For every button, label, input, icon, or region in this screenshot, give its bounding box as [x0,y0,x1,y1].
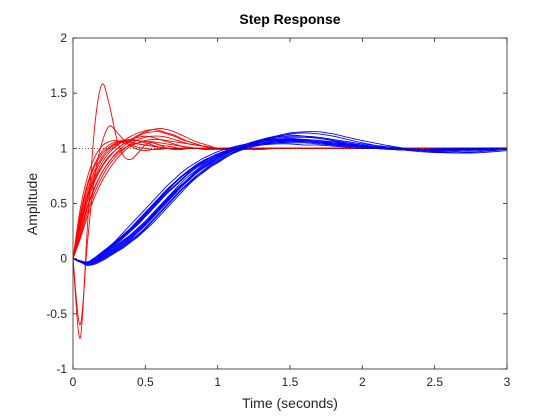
series-line-slow-28 [73,141,507,264]
chart-title: Step Response [239,11,340,27]
x-tick-label: 2.5 [426,375,443,389]
x-tick-label: 1.5 [282,375,299,389]
series-line-slow-27 [73,138,507,265]
x-tick-label: 0 [70,375,77,389]
y-tick-label: 2 [60,31,67,45]
x-tick-label: 0.5 [137,375,154,389]
y-tick-label: 1 [60,141,67,155]
y-axis-label: Amplitude [24,173,40,235]
y-tick-label: -0.5 [46,307,67,321]
series-line-slow-17 [73,143,507,263]
x-axis-ticks: 0 0.5 1 1.5 2 2.5 3 [70,38,511,389]
series-line-slow-22 [73,136,507,265]
y-tick-label: 1.5 [50,86,67,100]
x-tick-label: 2 [359,375,366,389]
y-tick-label: 0 [60,252,67,266]
y-axis-ticks: -1 -0.5 0 0.5 1 1.5 2 [46,31,507,376]
series-line-slow-25 [73,131,507,266]
series-line-slow-18 [73,132,507,266]
y-tick-label: -1 [56,362,67,376]
x-tick-label: 1 [214,375,221,389]
series-line-slow-23 [73,135,507,264]
x-axis-label: Time (seconds) [242,395,338,411]
x-tick-label: 3 [504,375,511,389]
plot-area [73,38,507,369]
y-tick-label: 0.5 [50,197,67,211]
